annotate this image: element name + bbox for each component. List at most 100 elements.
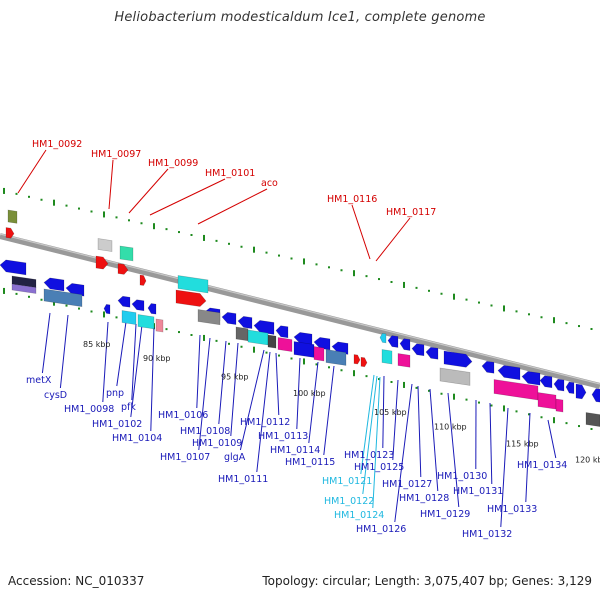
top-tick [490,304,493,307]
gene-feature [43,277,65,292]
gene-feature [43,288,83,307]
bottom-gene-label: HM1_0128 [399,493,449,504]
bottom-leader-line [447,392,460,508]
bottom-tick [390,381,393,384]
top-tick [278,254,280,257]
bottom-leader-line [372,376,381,509]
bottom-leader-line [218,340,227,425]
top-leader-line [351,204,371,260]
top-tick [115,216,118,219]
gene-feature [481,360,495,374]
gene-feature [175,289,207,307]
gene-feature [313,346,325,362]
bottom-leader-line [500,407,509,528]
page-title: Heliobacterium modesticaldum Ice1, compl… [114,10,486,25]
gene-feature [585,412,600,427]
bottom-gene-label: HM1_0127 [382,479,432,490]
bottom-gene-label: HM1_0102 [92,419,142,430]
gene-feature [293,341,315,358]
accession-text: Accession: NC_010337 [8,574,145,588]
bottom-leader-line [547,419,557,459]
top-tick [590,328,593,331]
top-tick [40,198,43,201]
bottom-tick [190,334,193,337]
bottom-tick [565,422,568,425]
top-tick [303,258,305,265]
top-tick [565,322,568,325]
gene-feature [553,378,565,392]
bottom-tick [65,304,68,307]
bottom-leader-line [239,349,265,451]
top-tick [15,192,18,195]
bottom-gene-label: cysD [44,390,67,401]
bottom-gene-label: HM1_0108 [180,426,230,437]
gene-feature [439,367,471,386]
top-tick [103,211,105,218]
genome-map: 85 kbp 90 kbp 95 kbp 100 kbp 105 kbp 110 kbp 1… [0,139,600,540]
bottom-gene-label: HM1_0124 [334,510,384,521]
gene-feature [411,343,425,357]
gene-feature [137,314,155,330]
gene-feature [235,326,249,342]
bottom-leader-line [275,352,280,416]
top-tick [503,305,505,312]
top-gene-label: HM1_0092 [32,139,82,150]
bottom-tick [365,375,368,378]
top-gene-label: HM1_0117 [386,207,436,218]
gene-feature [353,354,361,365]
bottom-tick [315,363,318,366]
bottom-leader-line [360,374,375,475]
top-tick [378,278,380,281]
top-tick [28,195,30,198]
bottom-tick [540,416,543,419]
bottom-leader-line [382,375,385,449]
bottom-tick [203,334,205,341]
bottom-leader-line [196,334,201,409]
gene-feature [131,299,145,312]
bottom-tick [228,342,230,345]
kbp-scale-labels: 85 kbp 90 kbp 95 kbp 100 kbp 105 kbp 110 kbp 1… [83,340,600,465]
bottom-leader-line [362,375,378,495]
bottom-leader-line [296,357,301,430]
bottom-gene-label: HM1_0115 [285,457,335,468]
kbp-label: 85 kbp [83,340,111,349]
bottom-gene-label: metX [26,375,52,386]
top-tick [353,270,355,277]
top-tick [428,289,430,292]
bottom-tick [15,292,18,295]
top-leader-line [149,178,226,216]
gene-feature [221,312,237,325]
bottom-leader-line [198,337,211,451]
bottom-tick [553,417,555,424]
gene-feature [0,259,27,276]
top-gene-label: HM1_0101 [205,168,255,179]
gene-feature [147,303,157,315]
gene-feature [5,227,15,239]
gene-feature [555,398,564,413]
bottom-tick [478,401,480,404]
gene-feature [325,349,347,366]
bottom-tick [378,378,380,381]
gene-feature [397,353,411,368]
bottom-tick [503,405,505,412]
bottom-gene-label: HM1_0113 [258,431,308,442]
top-tick [78,207,80,210]
top-tick [315,263,318,266]
top-tick [540,316,543,319]
gene-feature [313,337,331,351]
top-gene-label: aco [261,178,278,189]
gene-feature [117,263,129,275]
bottom-gene-label: pfk [121,402,136,413]
kbp-label: 110 kbp [434,422,467,431]
top-leader-line [17,149,47,194]
top-tick [65,204,68,207]
top-tick [165,228,168,231]
gene-feature [443,350,473,368]
top-tick [390,281,393,284]
bottom-leader-line [130,324,143,418]
bottom-leader-line [59,314,69,389]
bottom-tick [215,339,218,342]
bottom-gene-label: HM1_0131 [453,486,503,497]
bottom-gene-label: glgA [224,452,246,463]
bottom-leader-line [392,379,399,461]
